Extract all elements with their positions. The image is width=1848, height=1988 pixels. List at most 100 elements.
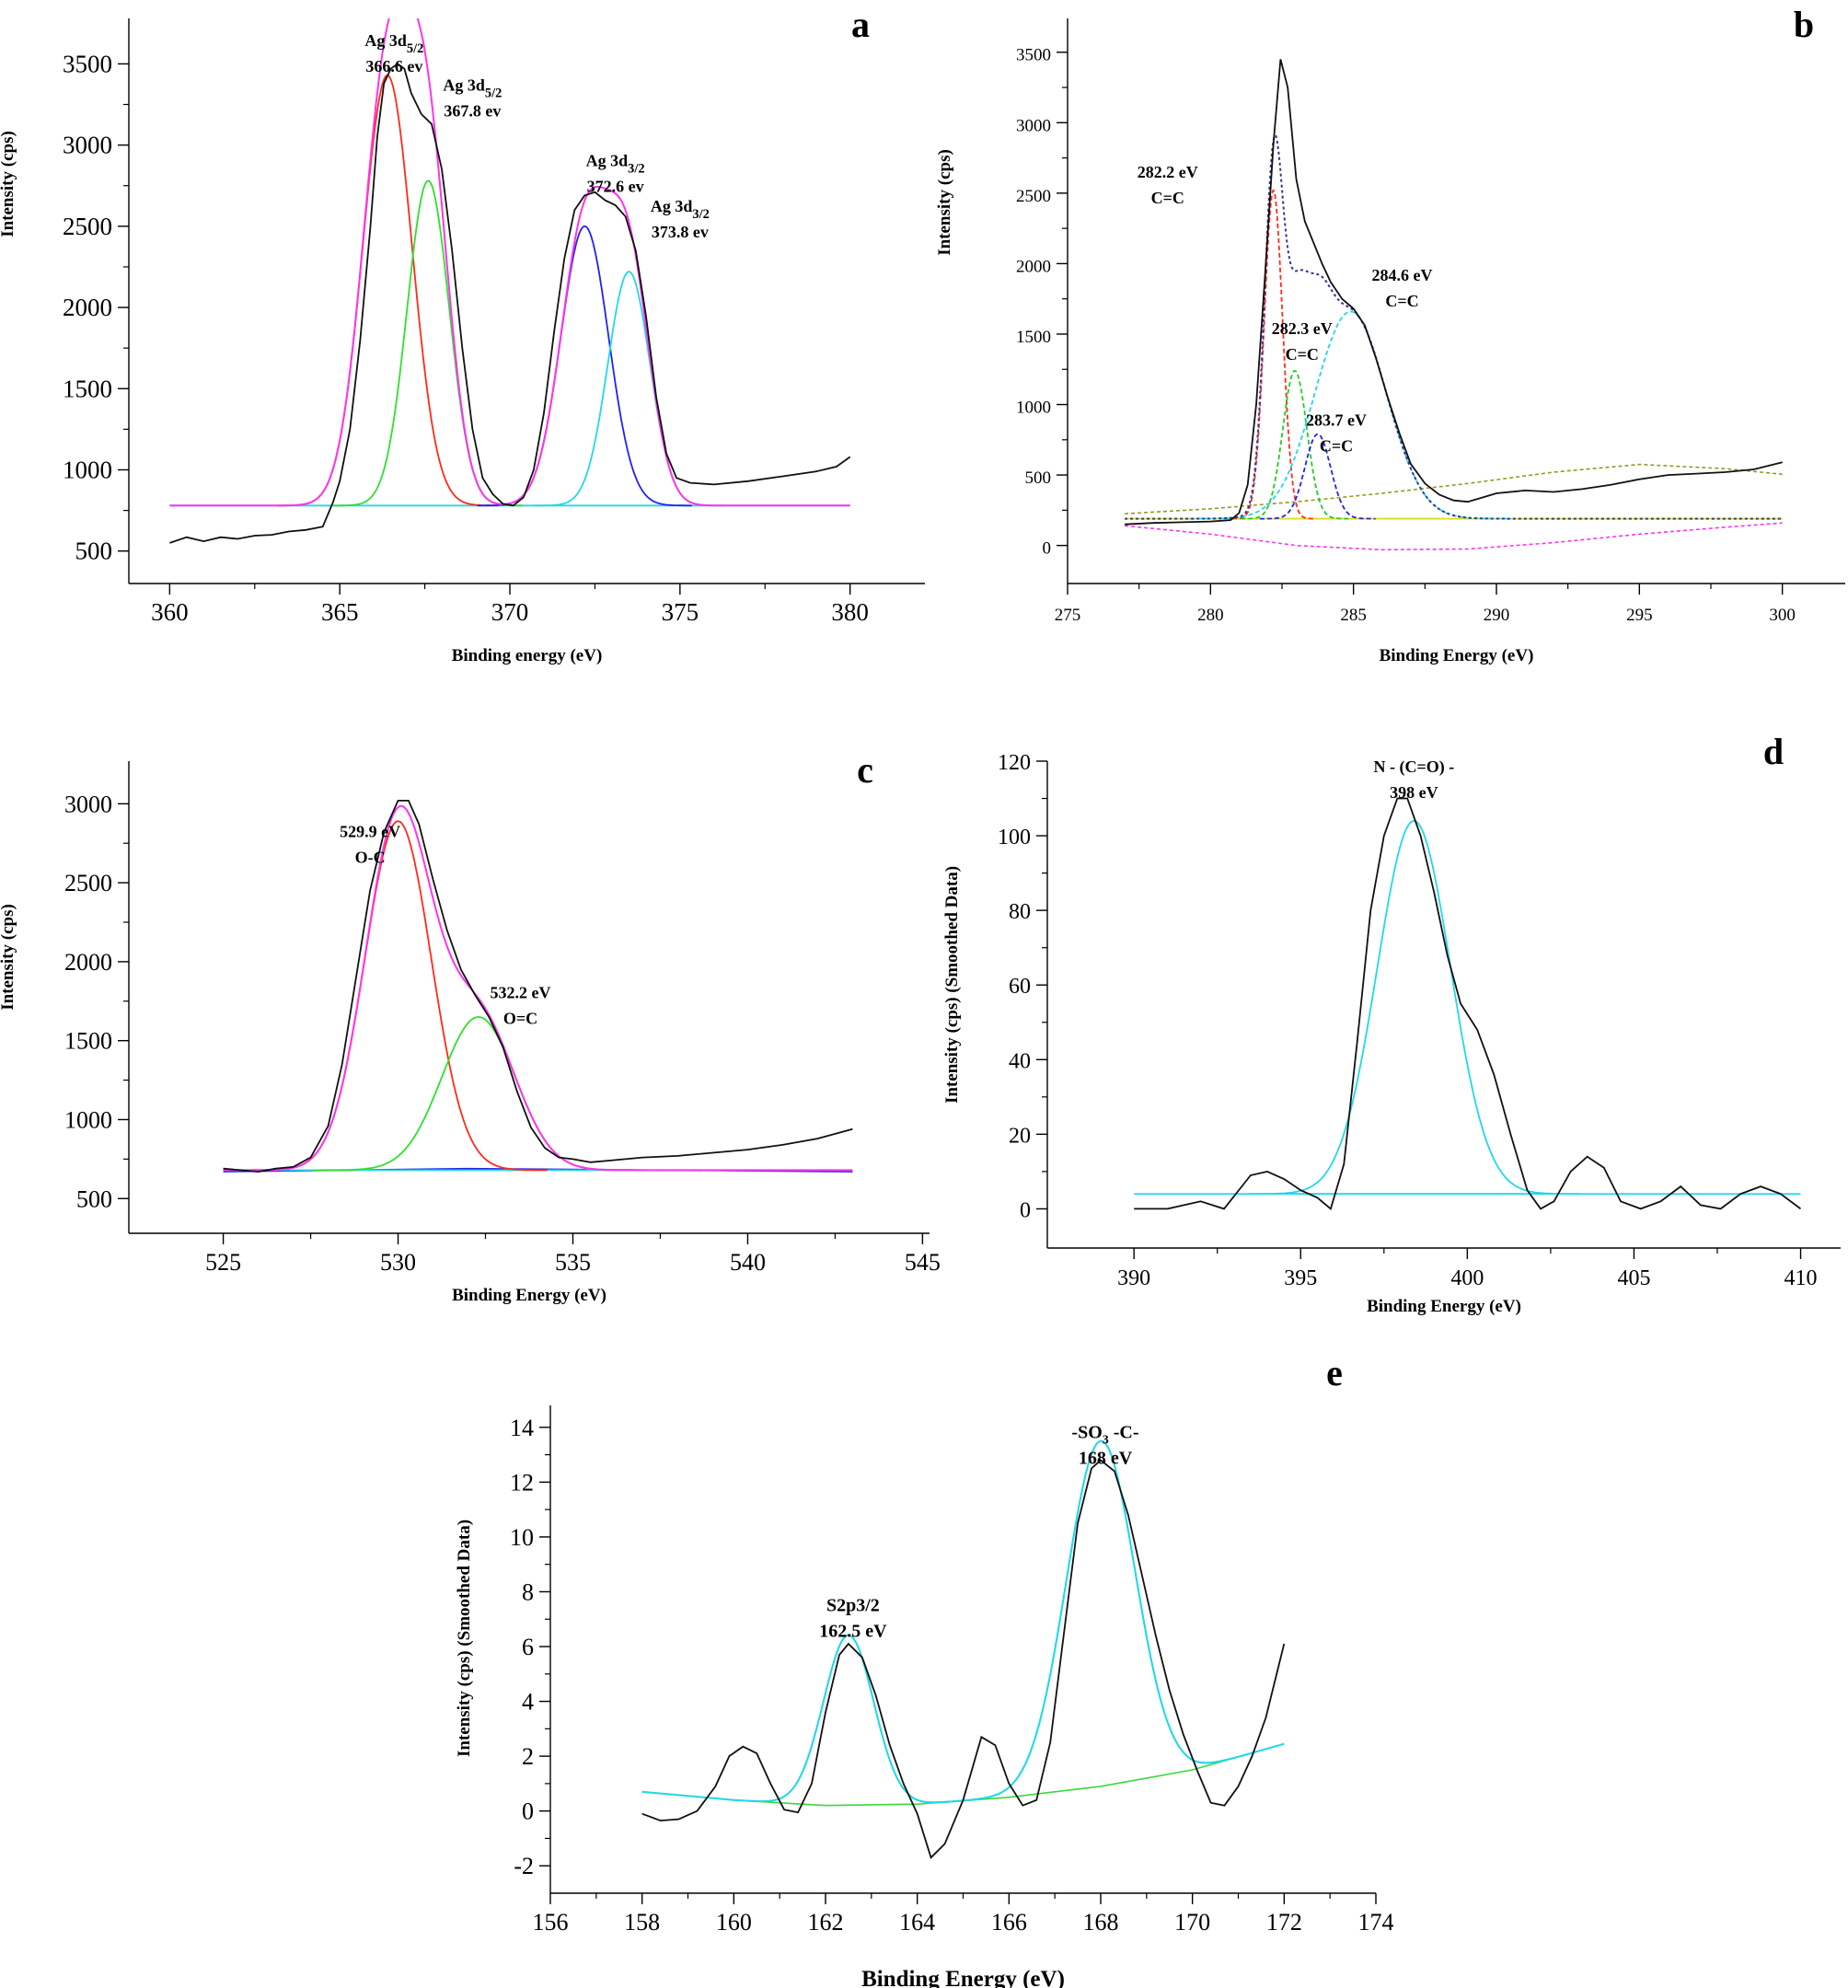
peak-annotation: O=C <box>503 1009 537 1027</box>
peak-annotation: 532.2 eV <box>491 983 551 1001</box>
y-tick-label: 12 <box>510 1469 534 1496</box>
fit-peak <box>1249 819 1579 1196</box>
peak-annotation: 283.7 eV <box>1306 411 1367 430</box>
x-tick-label: 540 <box>730 1249 766 1276</box>
y-tick-label: 4 <box>522 1689 534 1716</box>
y-tick-label: 3000 <box>1016 116 1051 135</box>
panel-letter: c <box>857 749 873 791</box>
x-tick-label: 285 <box>1340 606 1367 625</box>
plot-area <box>1125 59 1783 551</box>
y-tick-label: 1000 <box>64 1106 112 1133</box>
y-tick-label: 3500 <box>63 50 112 77</box>
peak-annotation: N - (C=O) - <box>1374 757 1455 777</box>
plot-area <box>641 1439 1286 1859</box>
x-tick-label: 400 <box>1450 1266 1484 1290</box>
y-tick-label: -2 <box>514 1853 534 1879</box>
x-tick-label: 380 <box>831 598 869 626</box>
y-tick-label: 2 <box>522 1743 534 1770</box>
x-tick-label: 164 <box>899 1909 935 1936</box>
panel-letter: a <box>851 4 870 45</box>
y-tick-label: 60 <box>1009 975 1031 999</box>
y-tick-label: 2000 <box>1016 257 1051 276</box>
x-tick-label: 525 <box>205 1249 241 1276</box>
y-tick-label: 2500 <box>63 213 112 240</box>
y-tick-label: 3000 <box>63 132 112 159</box>
envelope-fit <box>169 18 850 507</box>
peak-annotation: O-C <box>355 848 386 866</box>
y-tick-label: 2000 <box>63 294 112 321</box>
y-tick-label: 1500 <box>63 375 112 402</box>
y-tick-label: 1500 <box>64 1028 112 1055</box>
peak-annotation: 529.9 eV <box>340 822 400 840</box>
y-tick-label: 0 <box>1020 1198 1031 1222</box>
x-tick-label: 172 <box>1266 1909 1302 1936</box>
y-axis-label: Intensity (cps) <box>935 149 954 256</box>
x-tick-label: 365 <box>321 598 359 626</box>
panel-letter: b <box>1794 4 1814 45</box>
y-tick-label: 80 <box>1009 900 1031 924</box>
peak-annotation: S2p3/2 <box>826 1595 880 1615</box>
y-tick-label: 6 <box>522 1634 534 1660</box>
fit-peak <box>1231 189 1315 520</box>
envelope-fit <box>1125 133 1783 520</box>
y-tick-label: 40 <box>1009 1049 1031 1073</box>
y-tick-label: 500 <box>76 1185 112 1212</box>
peak-annotation: 372.6 ev <box>587 178 644 196</box>
x-axis-label: Binding Energy (eV) <box>452 1286 606 1305</box>
y-tick-label: 100 <box>998 826 1031 850</box>
x-tick-label: 160 <box>716 1909 752 1936</box>
x-tick-label: 170 <box>1174 1909 1210 1936</box>
peak-annotation: 398 eV <box>1390 783 1438 802</box>
panel-d: 390 395 400 405 410 0 20 40 60 80 100 120 Binding En… <box>942 731 1841 1316</box>
peak-annotation: C=C <box>1320 437 1353 456</box>
panel-b: 275 280 285 290 295 3000500100015002000250030… <box>935 4 1845 665</box>
plot-area <box>223 800 853 1173</box>
x-tick-label: 410 <box>1784 1266 1818 1290</box>
peak-annotation: C=C <box>1385 292 1418 310</box>
y-tick-label: 0 <box>522 1798 534 1825</box>
raw-data-line <box>1134 797 1802 1210</box>
x-tick-label: 290 <box>1484 606 1510 625</box>
plot-area <box>1134 797 1802 1210</box>
x-tick-label: 280 <box>1197 606 1224 625</box>
envelope-fit <box>223 804 853 1172</box>
fit-peak <box>1241 369 1349 520</box>
x-axis-label: Binding energy (eV) <box>452 646 603 665</box>
x-tick-label: 158 <box>624 1909 660 1936</box>
x-tick-label: 174 <box>1358 1909 1394 1936</box>
plot-area <box>169 18 851 544</box>
y-tick-label: 2500 <box>64 870 112 896</box>
background-line <box>1125 522 1783 551</box>
peak-annotation: 366.6 ev <box>365 57 422 75</box>
panel-a: 360 365 370 375 380 500 1000 1500 2000 2500 3000 35… <box>0 4 925 665</box>
y-tick-label: 20 <box>1009 1124 1031 1148</box>
y-tick-label: 500 <box>1025 468 1052 488</box>
x-tick-label: 275 <box>1055 606 1081 625</box>
x-tick-label: 166 <box>991 1909 1027 1936</box>
x-tick-label: 545 <box>905 1249 941 1276</box>
x-tick-label: 405 <box>1617 1266 1650 1290</box>
x-tick-label: 535 <box>555 1249 591 1276</box>
x-tick-label: 375 <box>662 598 699 626</box>
x-tick-label: 530 <box>380 1249 416 1276</box>
y-tick-label: 0 <box>1043 539 1052 559</box>
raw-data-line <box>1125 59 1783 526</box>
x-axis-label: Binding Energy (eV) <box>861 1967 1065 1988</box>
x-tick-label: 295 <box>1626 606 1653 625</box>
panel-c: 525 530 535 540 545 500 1000 1500 2000 2500 3000 Bi… <box>0 749 941 1305</box>
x-tick-label: 370 <box>491 598 529 626</box>
y-axis-label: Intensity (cps) <box>0 131 17 237</box>
raw-data-line <box>223 800 853 1173</box>
y-tick-label: 1000 <box>63 456 112 483</box>
raw-data-line <box>641 1459 1286 1859</box>
y-tick-label: 14 <box>510 1415 534 1441</box>
x-tick-label: 395 <box>1284 1266 1317 1290</box>
y-tick-label: 2000 <box>64 949 112 976</box>
y-tick-label: 2500 <box>1016 187 1051 206</box>
peak-annotation: 282.3 eV <box>1272 319 1333 338</box>
peak-annotation: 162.5 eV <box>819 1621 887 1641</box>
peak-annotation: 284.6 eV <box>1371 266 1432 284</box>
y-tick-label: 3000 <box>64 791 112 817</box>
peak-annotation: 282.2 eV <box>1138 163 1198 181</box>
